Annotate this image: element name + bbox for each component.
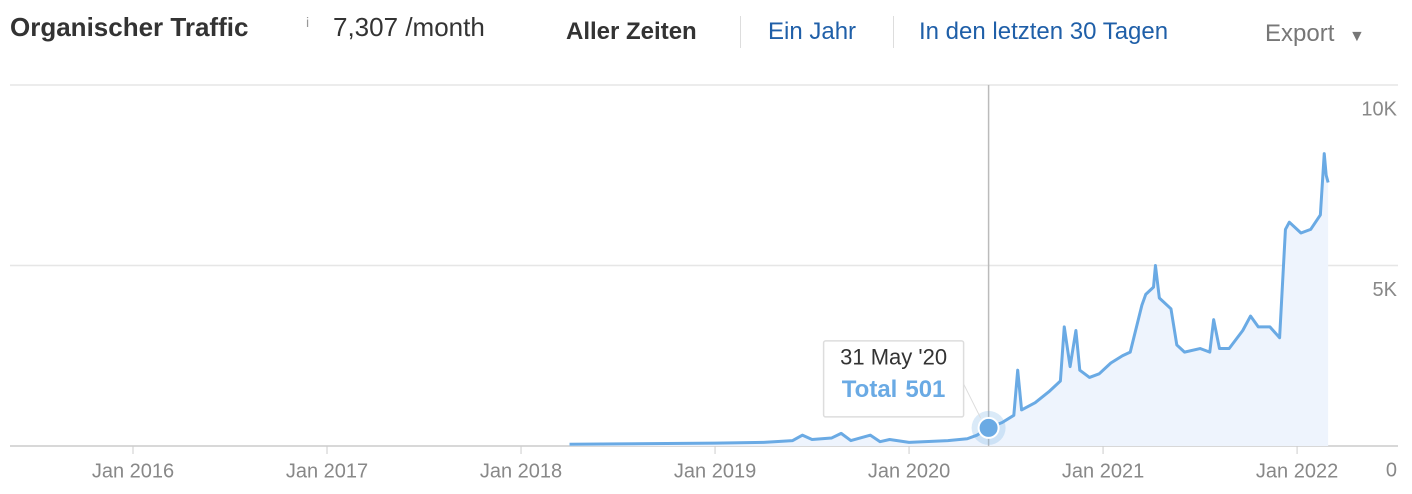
y-tick-label: 0: [1386, 459, 1397, 481]
x-tick-label: Jan 2017: [286, 460, 368, 482]
tooltip-number: 501: [905, 376, 945, 403]
x-tick-label: Jan 2021: [1062, 460, 1144, 482]
summary-value: 7,307: [333, 12, 399, 42]
export-button[interactable]: Export ▼: [1265, 20, 1365, 48]
x-tick-label: Jan 2020: [868, 460, 950, 482]
export-label: Export: [1265, 20, 1335, 47]
x-tick-label: Jan 2019: [674, 460, 756, 482]
tab[interactable]: Aller Zeiten: [566, 18, 697, 45]
dropdown-arrow: ▼: [1349, 28, 1365, 45]
separator: [893, 16, 894, 48]
tooltip-date: 31 May '20: [840, 345, 947, 370]
line: [569, 152, 1330, 446]
summary: 7,307 /month: [333, 12, 485, 43]
tab[interactable]: Ein Jahr: [768, 18, 857, 45]
x-tick-label: Jan 2022: [1256, 460, 1338, 482]
separator: [740, 16, 741, 48]
summary-unit: /month: [405, 12, 485, 42]
y-tick-label: 10K: [1361, 98, 1397, 120]
y-tick-label: 5K: [1373, 279, 1398, 301]
tab[interactable]: In den letzten 30 Tagen: [919, 18, 1169, 45]
tooltip-box: [822, 340, 965, 418]
x-tick-label: Jan 2016: [92, 460, 174, 482]
tooltip-value: Total 501: [842, 376, 946, 403]
title: Organischer Traffic: [10, 12, 249, 42]
info-icon[interactable]: i: [306, 14, 310, 30]
hover-point: [977, 416, 1000, 439]
area: [569, 153, 1329, 446]
x-tick-label: Jan 2018: [480, 460, 562, 482]
tooltip-label: Total: [842, 376, 898, 403]
